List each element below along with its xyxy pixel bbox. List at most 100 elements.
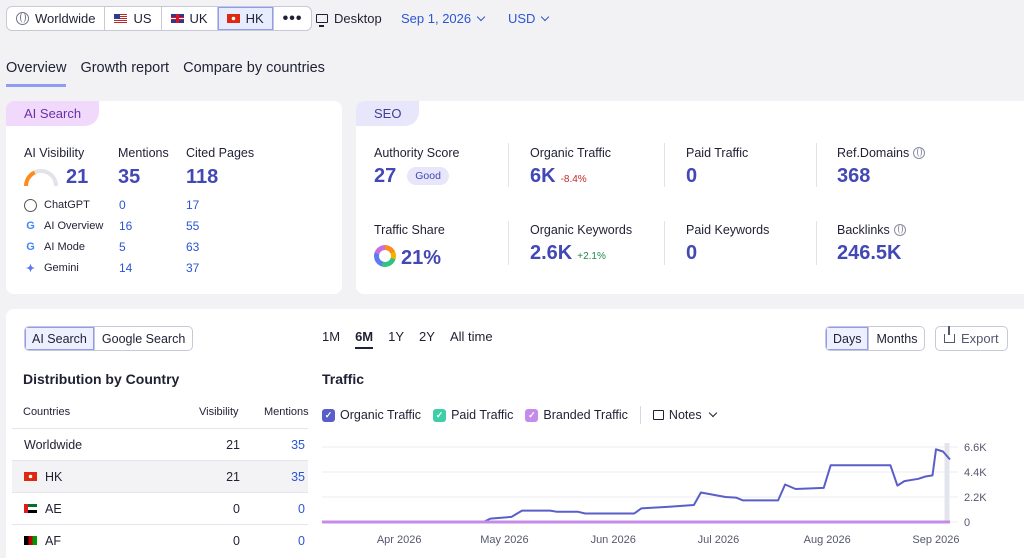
paid-keywords-value[interactable]: 0	[686, 242, 698, 264]
ref-domains-label: Ref.Domains	[837, 146, 910, 160]
divider	[664, 221, 665, 265]
legend-organic-traffic[interactable]: ✓ Organic Traffic	[322, 408, 421, 422]
checkbox-icon[interactable]: ✓	[433, 408, 447, 422]
ref-domains-value[interactable]: 368	[837, 165, 871, 187]
ae-flag-icon	[24, 504, 37, 513]
ai-row-label: AI Overview	[44, 220, 104, 232]
cited-pages-value[interactable]: 118	[186, 166, 219, 188]
range-6m[interactable]: 6M	[355, 329, 374, 349]
ai-visibility-value[interactable]: 21	[66, 166, 89, 188]
hk-flag-icon	[226, 14, 240, 23]
tab-growth-report[interactable]: Growth report	[80, 60, 170, 76]
paid-keywords-label: Paid Keywords	[686, 223, 770, 237]
granularity-toggle: Days Months	[825, 326, 926, 351]
country-visibility: 21	[226, 437, 240, 452]
country-mentions[interactable]: 0	[298, 533, 305, 548]
organic-traffic-value[interactable]: 6K	[530, 165, 556, 187]
chatgpt-cited[interactable]: 17	[186, 198, 200, 212]
column-visibility: Visibility	[199, 406, 239, 418]
seo-card: SEO Authority Score 27 Good Organic Traf…	[356, 101, 1024, 294]
backlinks-value[interactable]: 246.5K	[837, 242, 902, 264]
ai-row-ai-mode: G AI Mode	[24, 239, 85, 255]
export-icon	[944, 326, 955, 343]
ai-mode-mentions[interactable]: 5	[119, 240, 126, 254]
country-visibility: 0	[233, 501, 240, 516]
legend-paid-traffic[interactable]: ✓ Paid Traffic	[433, 408, 513, 422]
range-1m[interactable]: 1M	[322, 329, 341, 344]
gemini-icon: ✦	[25, 262, 36, 275]
backlinks-label: Backlinks	[837, 223, 890, 237]
notes-button[interactable]: Notes	[652, 408, 717, 422]
ai-overview-cited[interactable]: 55	[186, 219, 200, 233]
authority-score-value[interactable]: 27	[374, 165, 397, 187]
table-row[interactable]: HK 21 35	[12, 460, 308, 492]
status-badge: Good	[407, 167, 449, 185]
main-tabs: Overview Growth report Compare by countr…	[6, 60, 325, 87]
globe-icon	[913, 147, 926, 159]
top-bar: Worldwide US UK HK ••• Desktop Sep 1, 20…	[0, 0, 1024, 40]
device-selector[interactable]: Desktop	[316, 11, 382, 27]
organic-keywords-metric: 2.6K +2.1%	[530, 242, 606, 265]
divider	[816, 221, 817, 265]
traffic-title: Traffic	[322, 371, 365, 387]
divider	[508, 221, 509, 265]
toggle-ai-search[interactable]: AI Search	[25, 327, 95, 350]
range-2y[interactable]: 2Y	[419, 329, 435, 344]
country-label: Worldwide	[24, 437, 83, 452]
range-all-time[interactable]: All time	[449, 329, 493, 344]
country-label: AE	[45, 501, 62, 516]
chevron-down-icon	[476, 12, 486, 21]
ai-mode-cited[interactable]: 63	[186, 240, 200, 254]
table-row[interactable]: Worldwide 21 35	[12, 428, 308, 460]
organic-traffic-label: Organic Traffic	[530, 146, 612, 160]
hover-cursor	[944, 443, 950, 522]
more-databases-button[interactable]: •••	[274, 7, 312, 30]
chevron-down-icon	[708, 408, 717, 418]
export-label: Export	[961, 331, 999, 346]
chatgpt-mentions[interactable]: 0	[119, 198, 126, 212]
traffic-share-value[interactable]: 21%	[401, 247, 442, 269]
toggle-months[interactable]: Months	[876, 331, 918, 346]
country-label: AF	[45, 533, 61, 548]
date-range-tabs: 1M 6M 1Y 2Y All time	[322, 329, 493, 349]
database-hk[interactable]: HK	[217, 7, 274, 30]
database-us[interactable]: US	[105, 7, 162, 30]
country-mentions[interactable]: 35	[291, 437, 305, 452]
traffic-chart[interactable]: 6.6K 4.4K 2.2K 0 Apr 2026 May 2026 Jun 2026 Jul…	[318, 437, 1018, 558]
paid-traffic-label: Paid Traffic	[686, 146, 749, 160]
backlinks-header: Backlinks	[837, 223, 906, 237]
y-tick-label: 0	[964, 517, 970, 529]
toggle-google-search[interactable]: Google Search	[101, 331, 186, 346]
checkbox-icon[interactable]: ✓	[322, 408, 335, 422]
monitor-icon	[316, 14, 328, 27]
tab-overview[interactable]: Overview	[6, 60, 67, 87]
checkbox-icon[interactable]: ✓	[525, 408, 539, 422]
database-label: US	[133, 11, 152, 26]
gemini-cited[interactable]: 37	[186, 261, 200, 275]
google-icon: G	[26, 220, 35, 232]
currency-selector[interactable]: USD	[508, 11, 550, 26]
database-uk[interactable]: UK	[162, 7, 218, 30]
paid-traffic-value[interactable]: 0	[686, 165, 698, 187]
table-row[interactable]: AE 0 0	[12, 492, 308, 524]
legend-branded-traffic[interactable]: ✓ Branded Traffic	[525, 408, 628, 422]
mentions-value[interactable]: 35	[118, 166, 141, 188]
table-row[interactable]: AF 0 0	[12, 524, 308, 556]
export-button[interactable]: Export	[935, 326, 1008, 351]
database-worldwide[interactable]: Worldwide	[7, 7, 106, 30]
tab-compare-by-countries[interactable]: Compare by countries	[183, 60, 325, 76]
ai-overview-mentions[interactable]: 16	[119, 219, 133, 233]
date-selector[interactable]: Sep 1, 2026	[401, 11, 486, 26]
database-label: UK	[189, 11, 208, 26]
gemini-mentions[interactable]: 14	[119, 261, 133, 275]
divider	[639, 406, 641, 424]
range-1y[interactable]: 1Y	[388, 329, 405, 344]
seo-tag: SEO	[356, 101, 420, 126]
x-tick-label: Aug 2026	[804, 534, 851, 546]
organic-keywords-value[interactable]: 2.6K	[530, 242, 573, 264]
traffic-share-label: Traffic Share	[374, 223, 445, 237]
toggle-days[interactable]: Days	[826, 327, 870, 350]
series-line-organic-traffic	[322, 448, 951, 523]
country-mentions[interactable]: 35	[291, 469, 305, 484]
country-mentions[interactable]: 0	[298, 501, 305, 516]
